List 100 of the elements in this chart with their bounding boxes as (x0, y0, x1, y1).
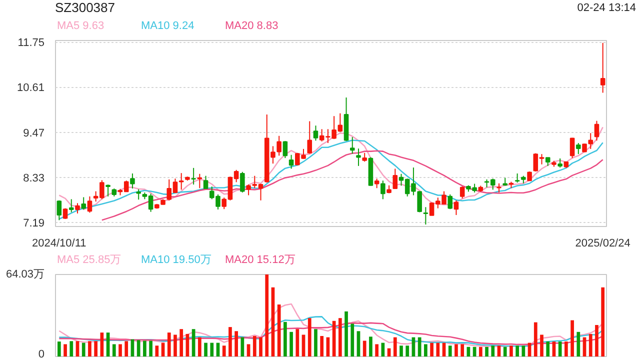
bar (564, 342, 568, 356)
bar (381, 342, 385, 356)
bar (149, 340, 152, 356)
candlestick (514, 172, 520, 184)
bar (112, 344, 116, 356)
bar (320, 336, 324, 356)
bar (570, 320, 574, 356)
candlestick (392, 168, 398, 190)
line-series (58, 322, 604, 346)
bar (143, 340, 146, 356)
bar (64, 344, 67, 356)
bar (174, 334, 177, 356)
bar (118, 344, 122, 356)
candlestick (130, 172, 135, 190)
bar (485, 346, 488, 356)
bar (290, 332, 293, 356)
bar (424, 344, 428, 356)
bar (497, 346, 501, 356)
bar (478, 346, 482, 356)
bar (516, 346, 519, 356)
candlestick (600, 42, 606, 94)
chart-title: SZ300387 (55, 0, 115, 16)
text: MA5 9.63 (57, 19, 104, 34)
candlestick (594, 120, 600, 142)
x-tick-label: 2025/02/24 (575, 238, 630, 250)
candlestick (240, 171, 245, 193)
candlestick (191, 167, 196, 186)
bar (259, 337, 262, 356)
bar (522, 346, 526, 356)
candlestick (106, 184, 110, 197)
bar (210, 342, 214, 356)
candlestick (313, 125, 318, 142)
candlestick (527, 170, 532, 182)
bar (503, 346, 507, 356)
bar (454, 344, 458, 356)
candlestick (576, 142, 581, 155)
y-tick-label: 11.75 (18, 37, 45, 50)
text: MA20 15.12万 (225, 253, 296, 268)
bar (167, 332, 171, 356)
candlestick (197, 173, 202, 189)
candlestick (448, 194, 453, 210)
bar (400, 346, 403, 356)
y-tick-label: 10.61 (16, 82, 45, 94)
bar (595, 324, 598, 356)
y-tick-label: 9.47 (23, 127, 45, 140)
bar (136, 340, 140, 356)
candlestick (374, 178, 380, 189)
bar (369, 336, 372, 356)
bar (246, 344, 250, 356)
candlestick (380, 180, 386, 200)
y-tick-label: 7.19 (23, 218, 45, 230)
text: 02-24 13:14 (577, 1, 636, 16)
bar (350, 324, 354, 356)
candlestick (570, 137, 575, 159)
bar (296, 329, 300, 356)
text: MA5 25.85万 (57, 253, 122, 268)
bar (57, 342, 61, 356)
bar (240, 337, 244, 356)
bar (406, 346, 410, 356)
bar (546, 342, 550, 356)
line-series (58, 126, 604, 210)
bar (540, 334, 544, 356)
bar (234, 331, 238, 356)
bar (460, 344, 464, 356)
line-series (58, 140, 604, 220)
bar (204, 342, 208, 356)
bar (510, 346, 513, 356)
candlestick (282, 140, 288, 159)
bar (448, 346, 452, 356)
candlestick (454, 200, 459, 216)
bar (344, 311, 348, 356)
candlestick (136, 188, 141, 200)
candlestick (288, 154, 294, 170)
bar (338, 318, 342, 356)
x-tick-label: 2024/10/11 (32, 238, 86, 250)
y-tick-label: 64.03万 (6, 268, 45, 280)
bar (375, 344, 378, 356)
bar (362, 340, 366, 356)
candlestick (178, 172, 184, 190)
bar (88, 341, 92, 356)
bar (308, 318, 312, 356)
bar (180, 329, 184, 356)
bar (558, 342, 562, 356)
bar (576, 332, 580, 356)
bar (356, 331, 360, 356)
bar (100, 332, 104, 356)
y-tick-label: 0 (38, 348, 45, 360)
bar (302, 334, 306, 356)
line-series (58, 303, 604, 348)
candlestick (81, 196, 86, 210)
text: MA10 19.50万 (141, 253, 212, 268)
candlestick (87, 196, 92, 214)
bar (430, 342, 434, 356)
bar (70, 341, 74, 356)
bar (82, 342, 86, 356)
candlestick (56, 200, 62, 221)
bar (601, 287, 605, 356)
bar (418, 337, 422, 356)
candlestick (307, 120, 312, 154)
candlestick (68, 198, 74, 213)
